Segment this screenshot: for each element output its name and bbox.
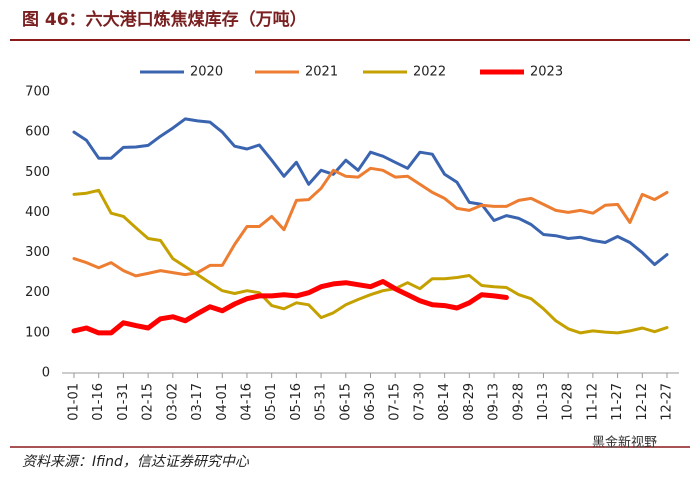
x-tick-label: 10-13	[536, 383, 551, 421]
y-tick-label: 100	[25, 325, 50, 340]
x-tick-label: 08-14	[437, 383, 452, 421]
y-tick-label: 600	[25, 125, 50, 140]
x-tick-label: 05-31	[314, 383, 329, 421]
x-tick-label: 06-15	[338, 383, 353, 421]
legend-label: 2022	[413, 65, 446, 80]
series-line	[72, 117, 669, 267]
x-tick-label: 03-17	[190, 383, 205, 421]
x-tick-label: 12-27	[660, 383, 675, 421]
x-tick-label: 06-30	[363, 383, 378, 421]
x-tick-label: 11-12	[585, 383, 600, 421]
y-tick-label: 400	[25, 205, 50, 220]
series-line	[72, 166, 669, 278]
x-tick-label: 01-16	[91, 383, 106, 421]
x-tick-label: 07-30	[412, 383, 427, 421]
legend-label: 2020	[190, 65, 223, 80]
x-tick-label: 09-13	[487, 383, 502, 421]
y-tick-label: 300	[25, 245, 50, 260]
x-tick-label: 03-02	[165, 383, 180, 421]
y-tick-label: 700	[25, 85, 50, 100]
x-tick-label: 09-28	[511, 383, 526, 421]
watermark: 黑金新视野	[592, 435, 657, 451]
x-tick-label: 04-01	[215, 383, 230, 421]
x-tick-label: 01-01	[67, 383, 82, 421]
x-tick-label: 05-16	[289, 383, 304, 421]
y-tick-label: 200	[25, 285, 50, 300]
x-tick-label: 10-28	[561, 383, 576, 421]
x-tick-label: 04-16	[239, 383, 254, 421]
series-line	[71, 279, 509, 336]
x-tick-label: 01-31	[116, 383, 131, 421]
x-tick-label: 07-15	[388, 383, 403, 421]
x-tick-label: 08-29	[462, 383, 477, 421]
series-line	[72, 188, 669, 335]
chart-title: 图 46：六大港口炼焦煤库存（万吨）	[22, 9, 307, 30]
source: 资料来源：Ifind，信达证券研究中心	[22, 454, 250, 470]
x-tick-label: 12-12	[635, 383, 650, 421]
x-tick-label: 11-27	[610, 383, 625, 421]
x-tick-label: 05-01	[264, 383, 279, 421]
legend-label: 2023	[530, 65, 563, 80]
x-tick-label: 02-15	[141, 383, 156, 421]
y-tick-label: 500	[25, 165, 50, 180]
y-tick-label: 0	[42, 366, 50, 381]
legend-label: 2021	[305, 65, 338, 80]
